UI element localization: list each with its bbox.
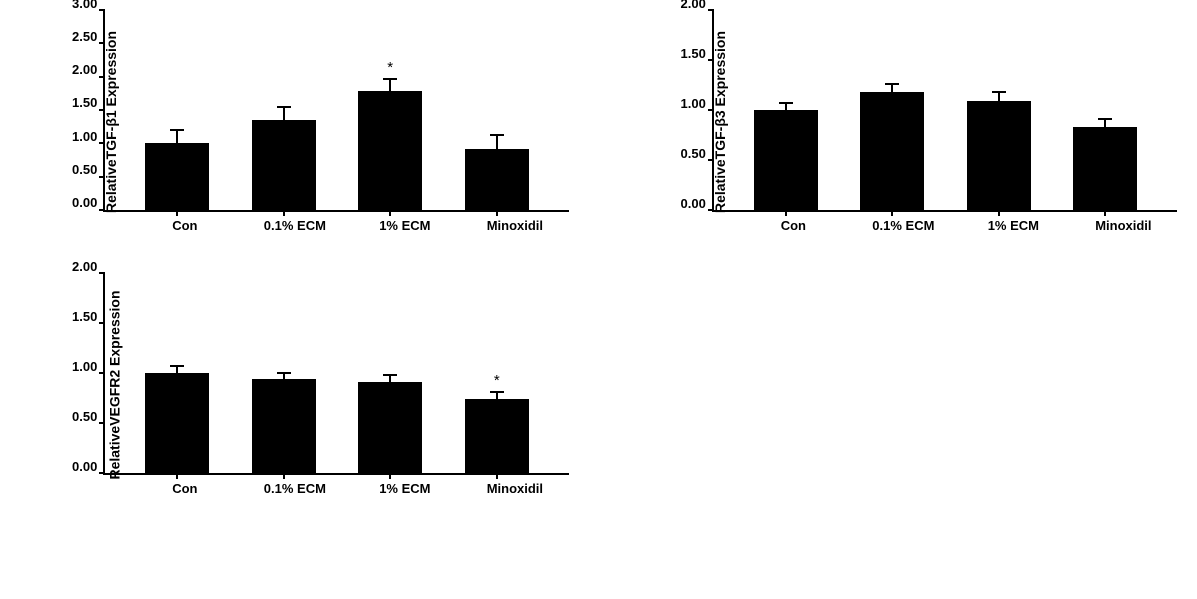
bar — [145, 143, 209, 210]
x-tick: 0.1% ECM — [240, 218, 350, 233]
bar-slot — [839, 10, 946, 210]
error-cap — [170, 129, 184, 131]
bar — [860, 92, 924, 210]
x-tick: Con — [130, 218, 240, 233]
chart-tgfb1: RelativeTGF-β1 Expression3.002.502.001.5… — [20, 10, 569, 233]
x-ticks: Con0.1% ECM1% ECMMinoxidil — [110, 212, 590, 233]
bar-slot — [230, 10, 337, 210]
bar-slot — [124, 10, 231, 210]
plot-area: * — [103, 10, 568, 212]
error-cap — [885, 83, 899, 85]
x-ticks: Con0.1% ECM1% ECMMinoxidil — [719, 212, 1197, 233]
x-tick: 0.1% ECM — [240, 481, 350, 496]
error-bar — [389, 79, 391, 91]
bar-slot — [337, 273, 444, 473]
bar — [358, 382, 422, 473]
error-cap — [383, 374, 397, 376]
error-bar — [998, 92, 1000, 101]
x-tick: Minoxidil — [460, 481, 570, 496]
error-bar — [496, 135, 498, 148]
x-tick: 0.1% ECM — [848, 218, 958, 233]
significance-marker: * — [494, 373, 500, 388]
bar — [252, 120, 316, 210]
x-tick: 1% ECM — [958, 218, 1068, 233]
error-bar — [1104, 119, 1106, 127]
error-cap — [1098, 118, 1112, 120]
x-ticks: Con0.1% ECM1% ECMMinoxidil — [110, 475, 590, 496]
error-cap — [490, 391, 504, 393]
error-cap — [992, 91, 1006, 93]
x-tick: Con — [738, 218, 848, 233]
x-tick: 1% ECM — [350, 218, 460, 233]
error-cap — [383, 78, 397, 80]
error-bar — [389, 375, 391, 382]
bar-slot — [443, 10, 550, 210]
bar-slot — [732, 10, 839, 210]
plot-area — [712, 10, 1177, 212]
bar-slot — [945, 10, 1052, 210]
error-bar — [785, 103, 787, 110]
bar — [145, 373, 209, 473]
error-bar — [496, 392, 498, 399]
bar-slot — [124, 273, 231, 473]
bar — [465, 149, 529, 210]
plot-area: * — [103, 273, 568, 475]
bar — [252, 379, 316, 473]
error-bar — [891, 84, 893, 92]
error-bar — [176, 366, 178, 373]
chart-vegfr2: RelativeVEGFR2 Expression2.001.501.000.5… — [20, 273, 569, 496]
bar — [358, 91, 422, 210]
bar-slot: * — [443, 273, 550, 473]
x-tick: Minoxidil — [1068, 218, 1178, 233]
significance-marker: * — [387, 60, 393, 75]
chart-tgfb3: RelativeTGF-β3 Expression2.001.501.000.5… — [629, 10, 1178, 233]
error-cap — [490, 134, 504, 136]
bar — [754, 110, 818, 210]
x-tick: Minoxidil — [460, 218, 570, 233]
x-tick: 1% ECM — [350, 481, 460, 496]
bar — [967, 101, 1031, 210]
error-cap — [277, 372, 291, 374]
bar-slot — [230, 273, 337, 473]
bar — [1073, 127, 1137, 210]
error-cap — [170, 365, 184, 367]
error-bar — [176, 130, 178, 143]
error-cap — [779, 102, 793, 104]
bar — [465, 399, 529, 473]
x-tick: Con — [130, 481, 240, 496]
error-cap — [277, 106, 291, 108]
error-bar — [283, 107, 285, 120]
bar-slot — [1052, 10, 1159, 210]
bar-slot: * — [337, 10, 444, 210]
